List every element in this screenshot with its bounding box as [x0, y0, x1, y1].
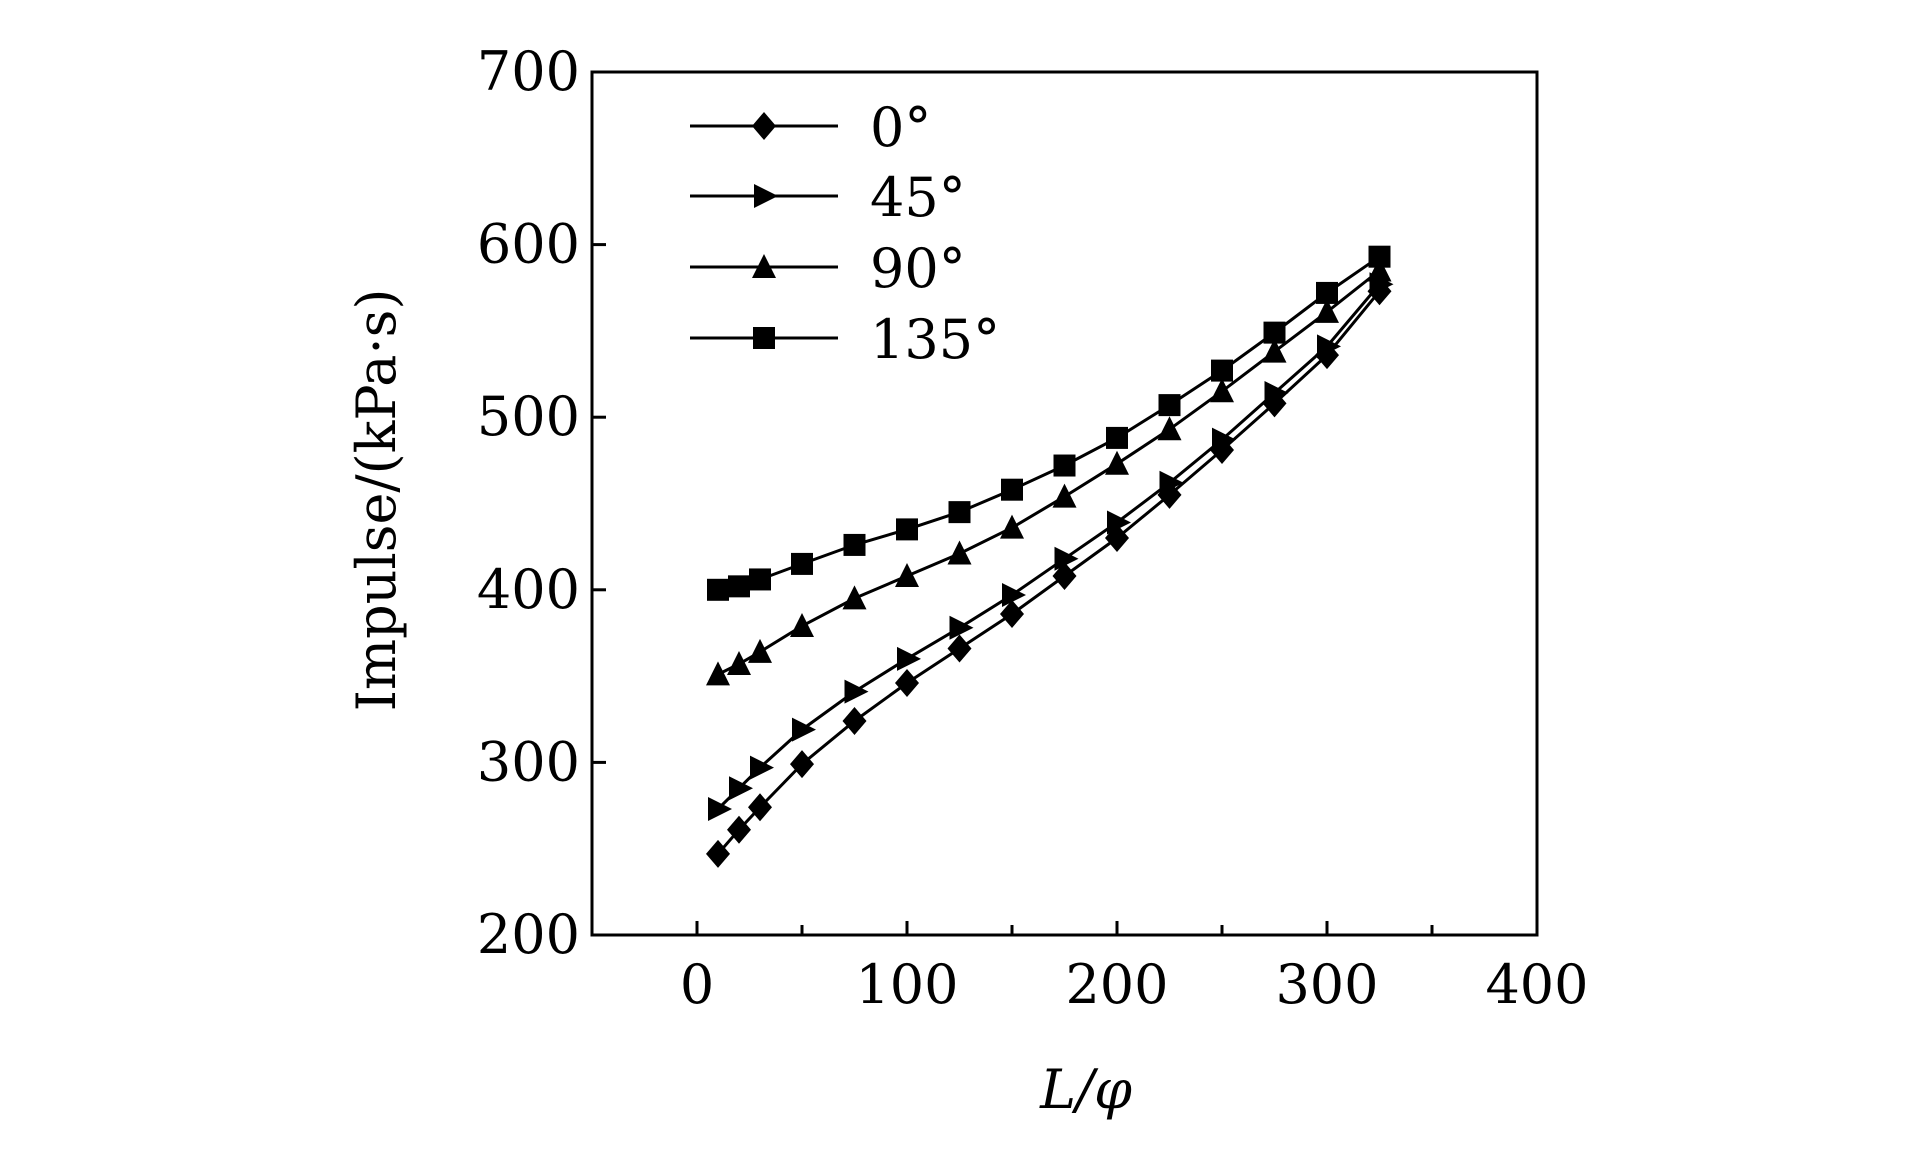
data-point: [1000, 599, 1024, 628]
legend-label: 0°: [870, 96, 931, 159]
plot-area: [590, 70, 1539, 937]
data-point: [1105, 450, 1129, 475]
data-point: [1264, 381, 1289, 406]
data-point: [1002, 582, 1026, 607]
legend-item: 45°: [690, 166, 966, 229]
data-point: [1159, 470, 1184, 495]
y-axis: 200 300 400 500 600 700: [477, 40, 606, 966]
data-point: [727, 815, 751, 844]
series-line: [717, 255, 1381, 592]
y-axis-title: Impulse/(kPa·s): [345, 289, 408, 712]
series-line: [716, 283, 1381, 811]
legend-marker: [752, 112, 776, 140]
legend-item: 0°: [690, 96, 931, 159]
y-tick-label: 600: [477, 213, 580, 276]
x-tick-label: 0: [680, 953, 714, 1016]
data-point: [1210, 378, 1234, 403]
data-point: [842, 585, 867, 610]
data-point: [790, 750, 814, 779]
series-2: [708, 272, 1394, 822]
data-point: [895, 562, 919, 587]
data-point: [895, 669, 919, 698]
data-point: [791, 552, 813, 575]
series-3: [706, 257, 1392, 686]
y-tick-label: 200: [477, 903, 580, 966]
data-point: [728, 575, 750, 598]
data-point: [706, 839, 730, 868]
data-point: [1000, 514, 1024, 539]
legend-marker: [754, 184, 778, 208]
data-point: [708, 797, 732, 822]
data-point: [1107, 510, 1131, 535]
legend-label: 45°: [870, 166, 966, 229]
data-point: [1106, 426, 1128, 449]
data-point: [1212, 427, 1236, 452]
data-point: [947, 634, 972, 663]
legend-marker: [753, 327, 775, 349]
x-tick-label: 100: [855, 953, 958, 1016]
data-point: [1262, 338, 1287, 363]
y-tick-label: 500: [477, 385, 580, 448]
data-point: [897, 646, 921, 671]
x-axis-title: L/φ: [1039, 1058, 1132, 1121]
data-point: [790, 613, 814, 638]
y-tick-label: 400: [477, 558, 580, 621]
data-point: [1053, 454, 1076, 477]
data-point: [706, 661, 730, 686]
legend-item: 90°: [690, 237, 966, 300]
data-point: [1001, 478, 1023, 501]
data-point: [1263, 321, 1286, 344]
legend: 0° 45° 90° 135°: [690, 96, 1000, 371]
data-point: [896, 518, 918, 541]
data-point: [949, 615, 974, 640]
data-point: [1367, 257, 1392, 282]
series-line: [716, 290, 1381, 855]
data-point: [750, 755, 774, 780]
data-point: [707, 578, 729, 601]
data-point: [792, 717, 816, 742]
legend-label: 90°: [870, 237, 966, 300]
data-point: [1315, 298, 1339, 323]
data-point: [729, 776, 753, 801]
series-layer: [706, 245, 1394, 868]
legend-marker: [752, 254, 776, 278]
data-point: [1317, 334, 1341, 359]
data-point: [727, 651, 751, 676]
x-tick-label: 200: [1065, 953, 1168, 1016]
data-point: [749, 568, 771, 591]
data-point: [1316, 281, 1338, 304]
data-point: [844, 679, 869, 704]
data-point: [842, 706, 867, 735]
data-point: [1158, 394, 1181, 417]
data-point: [748, 638, 772, 663]
series-4: [707, 245, 1391, 601]
data-point: [1052, 483, 1077, 508]
x-tick-label: 400: [1485, 953, 1588, 1016]
legend-item: 135°: [690, 308, 1000, 371]
legend-label: 135°: [870, 308, 1000, 371]
data-point: [1211, 359, 1233, 382]
data-point: [947, 540, 972, 565]
x-tick-label: 300: [1275, 953, 1378, 1016]
x-axis: 0 100 200 300 400: [680, 921, 1589, 1016]
data-point: [1052, 561, 1077, 590]
y-tick-label: 300: [477, 730, 580, 793]
data-point: [843, 533, 866, 556]
data-point: [948, 501, 971, 524]
plot-frame: [590, 70, 1539, 937]
y-tick-label: 700: [477, 40, 580, 103]
data-point: [748, 793, 772, 822]
data-point: [1054, 546, 1079, 571]
data-point: [1157, 416, 1182, 441]
data-point: [1368, 245, 1391, 268]
